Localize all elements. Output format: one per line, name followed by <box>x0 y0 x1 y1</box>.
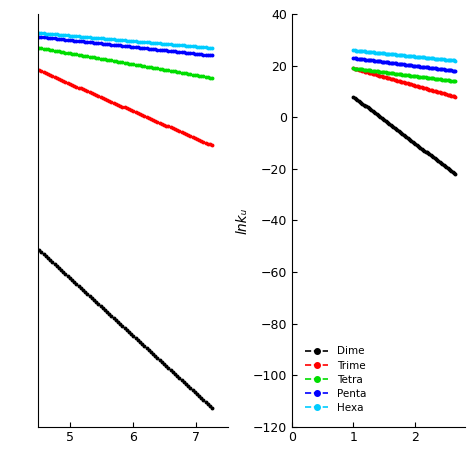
Y-axis label: lnkᵤ: lnkᵤ <box>236 207 250 234</box>
Legend: Dime, Trime, Tetra, Penta, Hexa: Dime, Trime, Tetra, Penta, Hexa <box>305 346 366 413</box>
